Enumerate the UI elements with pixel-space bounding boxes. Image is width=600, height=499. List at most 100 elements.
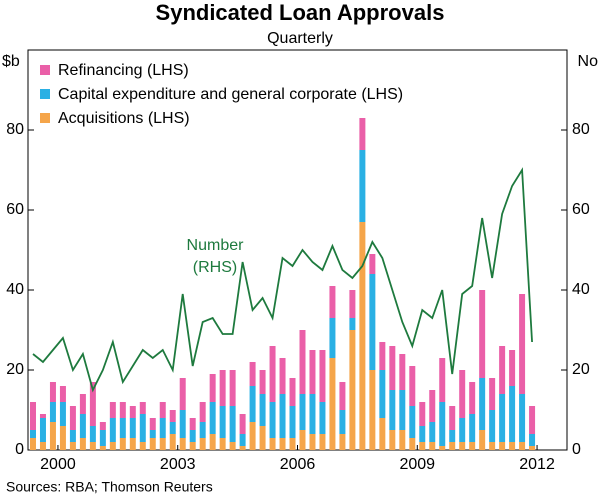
bar-segment	[89, 426, 96, 442]
bar-segment	[389, 346, 396, 390]
bar-segment	[459, 442, 466, 450]
bar-segment	[219, 438, 226, 450]
bar-segment	[449, 430, 456, 442]
bar-segment	[209, 374, 216, 402]
bar-segment	[499, 442, 506, 450]
bar-segment	[29, 402, 36, 430]
bar-segment	[189, 430, 196, 442]
bar-segment	[79, 438, 86, 450]
bar-segment	[439, 446, 446, 450]
bar-segment	[289, 378, 296, 406]
bar-segment	[279, 358, 286, 394]
bar-segment	[269, 438, 276, 450]
bar-segment	[319, 402, 326, 434]
bar-segment	[149, 438, 156, 450]
legend-swatch	[40, 113, 50, 123]
legend-swatch	[40, 89, 50, 99]
bar-segment	[459, 370, 466, 418]
bar-segment	[359, 118, 366, 150]
bar-segment	[239, 414, 246, 434]
bar-segment	[529, 434, 536, 446]
bar-segment	[329, 358, 336, 450]
bar-segment	[529, 446, 536, 450]
bar-segment	[259, 394, 266, 426]
bar-segment	[159, 402, 166, 418]
bar-segment	[399, 354, 406, 390]
bar-segment	[49, 382, 56, 402]
bar-segment	[299, 430, 306, 450]
bar-segment	[349, 318, 356, 330]
bar-segment	[129, 418, 136, 438]
bar-segment	[239, 446, 246, 450]
y-tick-label: 0	[15, 441, 24, 458]
bar-segment	[509, 442, 516, 450]
bar-segment	[509, 386, 516, 442]
bar-segment	[429, 422, 436, 442]
bar-segment	[119, 402, 126, 418]
bar-segment	[239, 434, 246, 446]
bar-segment	[89, 382, 96, 426]
bar-segment	[259, 426, 266, 450]
bar-segment	[249, 422, 256, 450]
bar-segment	[79, 394, 86, 414]
bar-segment	[209, 402, 216, 434]
bar-segment	[499, 346, 506, 394]
bar-segment	[39, 418, 46, 442]
y-tick-label: 80	[6, 121, 24, 138]
bar-segment	[169, 410, 176, 422]
bar-segment	[499, 394, 506, 442]
bar-segment	[139, 414, 146, 442]
bar-segment	[319, 434, 326, 450]
bar-segment	[339, 382, 346, 410]
bar-segment	[339, 434, 346, 450]
bar-segment	[469, 442, 476, 450]
bar-segment	[219, 406, 226, 438]
bar-segment	[439, 402, 446, 446]
bar-segment	[279, 394, 286, 438]
bar-segment	[109, 418, 116, 442]
bar-segment	[279, 438, 286, 450]
bar-segment	[59, 402, 66, 426]
bar-segment	[259, 370, 266, 394]
bar-segment	[459, 418, 466, 442]
bar-segment	[349, 290, 356, 318]
bar-segment	[349, 330, 356, 450]
bar-segment	[469, 382, 476, 414]
bar-segment	[519, 294, 526, 394]
bar-segment	[119, 418, 126, 438]
bar-segment	[269, 402, 276, 438]
bar-segment	[309, 350, 316, 394]
bar-segment	[229, 442, 236, 450]
bar-segment	[359, 222, 366, 450]
bar-segment	[129, 406, 136, 418]
x-tick-label: 2000	[40, 456, 76, 473]
bar-segment	[299, 394, 306, 430]
bar-segment	[179, 410, 186, 438]
bar-segment	[339, 410, 346, 434]
y-tick-label: 40	[6, 281, 24, 298]
bar-segment	[509, 350, 516, 386]
bar-segment	[289, 406, 296, 438]
bar-segment	[209, 434, 216, 450]
chart-title: Syndicated Loan Approvals	[156, 0, 445, 25]
y2-tick-label: 60	[572, 201, 590, 218]
bar-segment	[429, 442, 436, 450]
bar-segment	[189, 442, 196, 450]
bar-segment	[59, 386, 66, 402]
y2-tick-label: 0	[572, 441, 581, 458]
bar-segment	[359, 150, 366, 222]
bar-segment	[309, 394, 316, 434]
bar-segment	[379, 370, 386, 418]
bar-segment	[449, 406, 456, 430]
bar-segment	[69, 430, 76, 442]
bar-segment	[69, 406, 76, 430]
source: Sources: RBA; Thomson Reuters	[6, 479, 213, 495]
bar-segment	[479, 290, 486, 378]
bar-segment	[199, 422, 206, 438]
bar-segment	[199, 438, 206, 450]
bar-segment	[149, 418, 156, 430]
bar-segment	[229, 370, 236, 406]
line-annotation: (RHS)	[193, 259, 237, 276]
bar-segment	[109, 402, 116, 418]
